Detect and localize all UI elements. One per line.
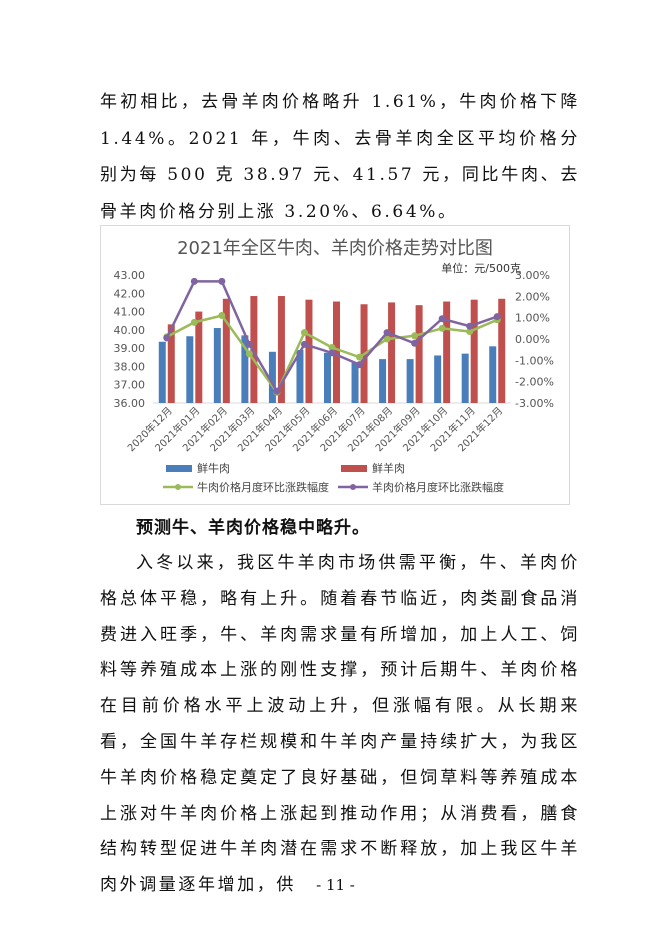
mutton-change-point xyxy=(493,313,501,321)
mutton-change-point xyxy=(383,329,391,337)
mutton-change-point xyxy=(190,277,198,285)
beef-bar xyxy=(213,328,221,403)
beef-change-point xyxy=(300,329,308,337)
paragraph: 年初相比，去骨羊肉价格略升 1.61%，牛肉价格下降 1.44%。2021 年，… xyxy=(100,92,580,222)
legend-swatch xyxy=(166,465,192,472)
y-right-tick-label: 3.00% xyxy=(515,269,550,282)
y-left-tick-label: 40.00 xyxy=(114,324,146,337)
mutton-change-point xyxy=(438,315,446,323)
mutton-bar xyxy=(305,299,313,403)
price-trend-chart: 2021年全区牛肉、羊肉价格走势对比图 单位：元/500克 36.00 37.00… xyxy=(100,225,570,505)
mutton-change-point xyxy=(356,361,364,369)
beef-bar xyxy=(241,335,249,403)
y-right-tick-label: -1.00% xyxy=(515,354,554,367)
y-right-tick-label: 0.00% xyxy=(515,333,550,346)
beef-bar xyxy=(296,349,304,403)
chart-title: 2021年全区牛肉、羊肉价格走势对比图 xyxy=(177,238,493,259)
mutton-bar xyxy=(498,298,506,403)
beef-bar xyxy=(489,346,497,403)
mutton-bar xyxy=(250,296,258,403)
y-left-tick-label: 37.00 xyxy=(114,379,146,392)
mutton-bar xyxy=(470,299,478,403)
y-right-tick-label: 2.00% xyxy=(515,290,550,303)
mutton-bar xyxy=(333,301,340,403)
legend-label: 牛肉价格月度环比涨跌幅度 xyxy=(197,480,329,494)
mutton-bar xyxy=(195,311,203,403)
beef-change-point xyxy=(438,324,446,332)
mutton-change-point xyxy=(411,339,419,347)
beef-change-point xyxy=(328,344,336,352)
section-heading: 预测牛、羊肉价格稳中略升。 xyxy=(136,518,370,538)
page-number: - 11 - xyxy=(316,876,355,894)
mutton-change-point xyxy=(218,277,226,285)
beef-change-point xyxy=(245,350,253,358)
y-left-tick-label: 39.00 xyxy=(114,342,146,355)
legend-label: 鲜羊肉 xyxy=(372,461,405,475)
mutton-change-point xyxy=(245,340,253,348)
mutton-change-point xyxy=(273,387,281,395)
mutton-change-point xyxy=(300,340,308,348)
legend-label: 鲜牛肉 xyxy=(197,461,230,475)
beef-change-point xyxy=(383,335,391,343)
mutton-bar xyxy=(277,296,285,403)
mutton-bar xyxy=(167,324,175,403)
legend-label: 羊肉价格月度环比涨跌幅度 xyxy=(372,480,504,494)
beef-bar xyxy=(461,353,469,403)
beef-bar xyxy=(186,336,194,403)
paragraph: 入冬以来，我区牛羊肉市场供需平衡，牛、羊肉价格总体平稳，略有上升。随着春节临近，… xyxy=(100,553,580,896)
beef-change-point xyxy=(190,318,198,326)
y-left-tick-label: 38.00 xyxy=(114,360,146,373)
beef-bar xyxy=(434,355,442,403)
mutton-change-point xyxy=(163,334,171,342)
beef-change-point xyxy=(411,332,419,340)
mutton-bar xyxy=(415,305,423,403)
beef-change-point xyxy=(466,328,474,336)
y-left-tick-label: 41.00 xyxy=(114,306,146,319)
beef-change-point xyxy=(218,312,226,320)
y-right-tick-label: -2.00% xyxy=(515,376,554,389)
y-left-tick-label: 36.00 xyxy=(114,397,146,410)
beef-change-point xyxy=(356,353,364,361)
beef-bar xyxy=(268,351,276,403)
beef-bar xyxy=(406,359,414,403)
beef-bar xyxy=(379,359,387,403)
legend-swatch xyxy=(341,465,367,472)
beef-bar xyxy=(324,352,331,403)
chart-unit: 单位：元/500克 xyxy=(441,261,521,275)
beef-bar xyxy=(351,362,359,403)
beef-bar xyxy=(158,341,166,403)
legend-marker xyxy=(350,484,356,490)
legend-marker xyxy=(175,484,181,490)
mutton-bar xyxy=(222,298,230,403)
mutton-bar xyxy=(443,301,451,403)
y-right-tick-label: -3.00% xyxy=(515,397,554,410)
y-left-tick-label: 43.00 xyxy=(114,269,146,282)
mutton-change-point xyxy=(328,349,336,357)
chart-svg: 2021年全区牛肉、羊肉价格走势对比图 单位：元/500克 36.00 37.00… xyxy=(114,238,554,494)
y-left-tick-label: 42.00 xyxy=(114,287,146,300)
mutton-change-point xyxy=(466,322,474,330)
mutton-bar xyxy=(388,302,396,403)
y-right-tick-label: 1.00% xyxy=(515,312,550,325)
